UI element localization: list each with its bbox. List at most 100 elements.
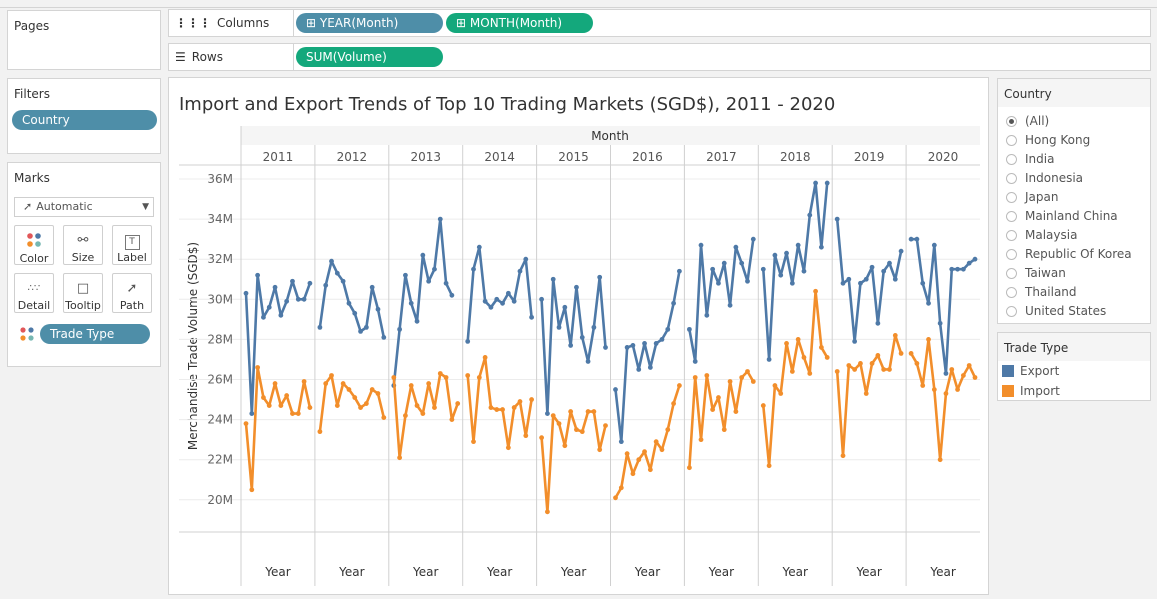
import-point[interactable] — [671, 401, 676, 406]
export-point[interactable] — [659, 337, 665, 342]
export-point[interactable] — [397, 326, 403, 332]
export-point[interactable] — [881, 268, 887, 274]
export-point[interactable] — [574, 284, 579, 290]
import-point[interactable] — [653, 439, 659, 445]
import-point[interactable] — [665, 427, 671, 433]
country-option[interactable]: Mainland China — [1006, 209, 1118, 223]
export-point[interactable] — [784, 250, 789, 256]
export-point[interactable] — [465, 339, 471, 344]
export-point[interactable] — [760, 266, 766, 272]
import-point[interactable] — [420, 411, 426, 416]
import-point[interactable] — [739, 375, 745, 380]
import-point[interactable] — [375, 391, 381, 396]
import-point[interactable] — [966, 363, 972, 368]
export-point[interactable] — [671, 300, 676, 306]
export-point[interactable] — [243, 290, 249, 296]
import-point[interactable] — [881, 367, 887, 372]
export-point[interactable] — [937, 320, 943, 326]
export-point[interactable] — [603, 345, 608, 350]
export-point[interactable] — [898, 248, 904, 254]
export-point[interactable] — [818, 244, 824, 250]
import-point[interactable] — [716, 395, 721, 400]
import-point[interactable] — [818, 345, 824, 350]
export-point[interactable] — [352, 310, 358, 316]
export-point[interactable] — [766, 357, 772, 362]
import-point[interactable] — [727, 379, 733, 384]
import-point[interactable] — [931, 387, 937, 392]
country-filter-pill[interactable]: Country — [12, 110, 157, 130]
import-point[interactable] — [545, 509, 550, 515]
country-option[interactable]: India — [1006, 152, 1054, 166]
import-point[interactable] — [426, 381, 432, 386]
import-point[interactable] — [346, 387, 352, 392]
import-point[interactable] — [494, 407, 500, 412]
export-point[interactable] — [329, 258, 334, 264]
export-point[interactable] — [647, 365, 653, 370]
export-point[interactable] — [949, 266, 955, 272]
export-point[interactable] — [437, 216, 443, 222]
export-point[interactable] — [807, 212, 813, 218]
import-point[interactable] — [562, 443, 568, 449]
export-point[interactable] — [908, 236, 914, 242]
import-point[interactable] — [659, 447, 665, 453]
export-point[interactable] — [721, 260, 727, 266]
export-point[interactable] — [960, 266, 966, 272]
import-point[interactable] — [647, 467, 653, 473]
import-point[interactable] — [733, 409, 739, 414]
import-point[interactable] — [323, 381, 329, 386]
import-point[interactable] — [926, 337, 931, 342]
export-point[interactable] — [926, 300, 931, 306]
import-point[interactable] — [834, 369, 840, 374]
import-point[interactable] — [943, 391, 949, 396]
import-point[interactable] — [710, 407, 716, 412]
export-point[interactable] — [624, 345, 630, 350]
import-point[interactable] — [488, 405, 494, 410]
import-point[interactable] — [437, 371, 443, 376]
export-point[interactable] — [511, 298, 517, 304]
import-point[interactable] — [476, 375, 482, 380]
export-point[interactable] — [369, 284, 375, 290]
export-point[interactable] — [892, 276, 898, 282]
export-point[interactable] — [630, 343, 636, 348]
import-point[interactable] — [329, 373, 334, 378]
import-point[interactable] — [455, 401, 461, 406]
import-point[interactable] — [721, 427, 727, 433]
import-point[interactable] — [369, 387, 375, 392]
import-point[interactable] — [692, 375, 698, 380]
import-point[interactable] — [511, 405, 517, 410]
import-point[interactable] — [863, 391, 869, 396]
import-point[interactable] — [745, 369, 750, 374]
export-point[interactable] — [966, 260, 972, 266]
export-point[interactable] — [875, 320, 881, 326]
export-point[interactable] — [585, 359, 591, 364]
trade-type-pill[interactable]: Trade Type — [40, 324, 150, 344]
import-point[interactable] — [875, 353, 881, 358]
import-point[interactable] — [677, 383, 682, 388]
import-point[interactable] — [465, 373, 471, 378]
export-point[interactable] — [772, 252, 778, 258]
import-point[interactable] — [290, 411, 295, 416]
export-point[interactable] — [488, 304, 494, 310]
import-point[interactable] — [381, 415, 387, 420]
country-option[interactable]: Malaysia — [1006, 228, 1077, 242]
import-point[interactable] — [813, 288, 818, 294]
export-point[interactable] — [824, 180, 830, 186]
export-point[interactable] — [745, 278, 750, 284]
import-point[interactable] — [414, 403, 420, 408]
export-point[interactable] — [846, 276, 852, 282]
export-point[interactable] — [579, 334, 585, 340]
export-point[interactable] — [476, 244, 482, 250]
import-point[interactable] — [432, 405, 437, 410]
export-point[interactable] — [677, 268, 682, 274]
export-point[interactable] — [471, 266, 476, 272]
import-point[interactable] — [887, 367, 892, 372]
export-point[interactable] — [500, 300, 505, 306]
export-point[interactable] — [301, 296, 307, 302]
export-point[interactable] — [698, 242, 704, 248]
import-point[interactable] — [807, 371, 813, 376]
import-point[interactable] — [630, 471, 636, 477]
import-point[interactable] — [529, 397, 534, 402]
import-point[interactable] — [443, 375, 449, 380]
export-point[interactable] — [249, 411, 255, 416]
export-point[interactable] — [834, 216, 840, 222]
